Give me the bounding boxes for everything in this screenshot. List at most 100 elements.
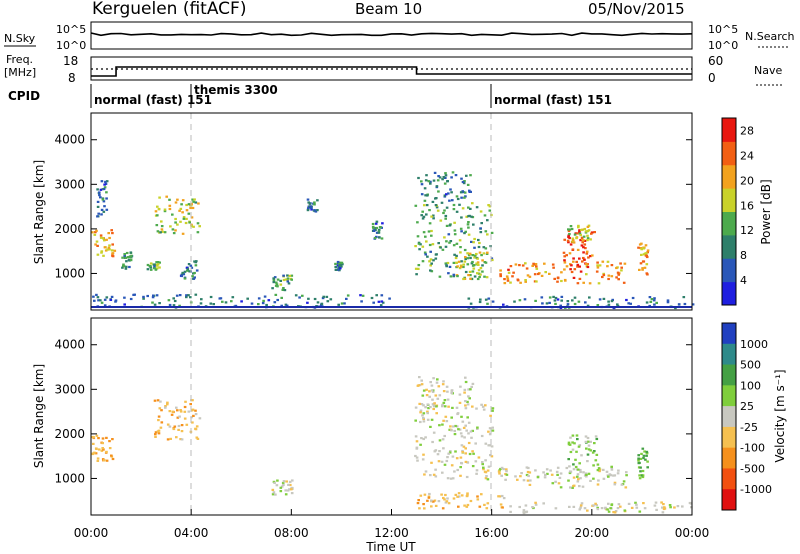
echo-cell-0: [102, 237, 105, 240]
echo-cell-3: [474, 460, 478, 463]
echo-cell-10: [452, 261, 456, 264]
echo-cell-2: [125, 260, 128, 263]
echo-cell-6: [283, 289, 287, 292]
echo-cell-3: [424, 406, 427, 409]
echo-cell-13: [532, 262, 535, 265]
echo-cell-10: [452, 273, 456, 276]
echo-cell-1: [96, 188, 99, 191]
echo-cell-6: [578, 444, 582, 447]
echo-cell-15: [568, 233, 571, 236]
echo-cell-1: [166, 438, 170, 441]
echo-cell-17: [649, 300, 653, 303]
echo-cell-18: [187, 294, 190, 297]
echo-cell-17: [523, 298, 527, 301]
echo-cell-13: [505, 275, 509, 278]
echo-cell-8: [606, 508, 609, 511]
echo-cell-17: [596, 304, 600, 307]
echo-cell-6: [281, 288, 285, 291]
echo-cell-7: [314, 210, 318, 213]
echo-cell-10: [473, 237, 476, 241]
echo-cell-9: [641, 474, 645, 477]
echo-cell-17: [484, 298, 488, 301]
echo-cell-4: [431, 398, 434, 401]
echo-cell-5: [182, 273, 186, 276]
echo-cell-18: [155, 294, 159, 297]
echo-cell-8: [579, 506, 582, 509]
echo-cell-8: [607, 502, 610, 505]
ytick-label: 2000: [54, 222, 85, 236]
echo-cell-13: [616, 271, 620, 274]
echo-cell-18: [313, 297, 317, 301]
time-xaxis: 00:00 04:00 08:00 12:00 16:00 20:00 00:00: [74, 509, 709, 540]
echo-cell-3: [194, 201, 198, 204]
echo-cell-18: [298, 296, 301, 299]
echo-cell-16: [641, 268, 644, 271]
echo-cell-17: [560, 295, 564, 298]
echo-cell-10: [481, 264, 484, 267]
echo-cell-3: [192, 225, 195, 228]
colorbar-swatch: [722, 426, 736, 449]
echo-cell-8: [614, 510, 618, 513]
xtick-label: 12:00: [374, 526, 409, 540]
echo-cell-5: [543, 476, 547, 479]
echo-cell-13: [521, 264, 525, 267]
echo-cell-2: [282, 480, 286, 483]
colorbar-tick-label: 20: [740, 174, 754, 187]
echo-cell-3: [181, 232, 185, 235]
echo-cell-3: [181, 211, 184, 214]
echo-cell-15: [580, 228, 583, 232]
echo-cell-4: [443, 399, 447, 402]
colorbar-swatch: [722, 343, 736, 366]
echo-cell-17: [653, 303, 656, 306]
echo-cell-4: [467, 388, 470, 391]
echo-cell-11: [440, 201, 444, 204]
echo-cell-4: [467, 395, 470, 398]
echo-cell-14: [568, 236, 571, 240]
echo-cell-9: [377, 231, 381, 234]
echo-cell-6: [589, 449, 593, 452]
echo-cell-0: [101, 437, 105, 440]
echo-cell-14: [583, 258, 586, 261]
echo-cell-8: [662, 507, 666, 511]
echo-cell-13: [563, 268, 566, 271]
echo-cell-3: [486, 469, 490, 472]
echo-cell-8: [681, 505, 684, 508]
echo-cell-10: [452, 244, 456, 247]
echo-cell-7: [457, 492, 461, 495]
echo-cell-0: [111, 232, 114, 235]
echo-cell-1: [96, 215, 99, 218]
echo-cell-4: [425, 388, 428, 391]
echo-cell-13: [518, 264, 521, 267]
echo-cell-3: [482, 466, 485, 469]
colorbar-tick-label: 100: [740, 379, 761, 392]
echo-cell-3: [158, 196, 161, 199]
echo-cell-5: [193, 276, 196, 279]
echo-cell-3: [466, 461, 469, 464]
echo-cell-8: [604, 507, 607, 510]
echo-cell-6: [595, 437, 599, 441]
echo-cell-6: [272, 279, 276, 282]
echo-cell-1: [177, 428, 180, 431]
echo-cell-17: [691, 303, 695, 306]
echo-cell-4: [463, 388, 467, 391]
echo-cell-11: [449, 188, 452, 191]
echo-cell-1: [173, 425, 177, 428]
date-title: 05/Nov/2015: [588, 0, 685, 18]
echo-cell-11: [454, 174, 458, 177]
echo-cell-0: [97, 437, 100, 440]
echo-cell-11: [464, 195, 467, 198]
echo-cell-3: [196, 222, 200, 225]
echo-cell-18: [294, 294, 298, 297]
echo-cell-3: [453, 470, 456, 473]
echo-cell-17: [616, 303, 619, 306]
echo-cell-8: [660, 501, 663, 504]
echo-cell-7: [501, 506, 504, 509]
echo-cell-5: [193, 260, 196, 263]
echo-cell-18: [265, 303, 268, 307]
echo-cell-10: [468, 270, 472, 273]
echo-cell-10: [431, 243, 435, 246]
echo-cell-1: [105, 208, 109, 211]
echo-cell-10: [447, 233, 451, 236]
echo-cell-6: [286, 274, 289, 277]
echo-cell-12: [477, 269, 481, 272]
